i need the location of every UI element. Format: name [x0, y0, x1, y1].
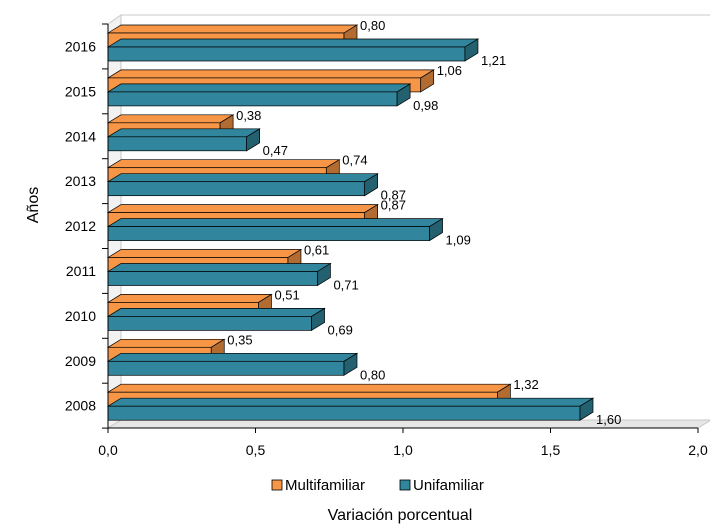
bar-unifamiliar-2013 [106, 173, 379, 197]
bar-top-face [106, 114, 235, 124]
bar-front-face [107, 405, 581, 421]
data-label-unifamiliar-2011: 0,71 [333, 278, 358, 293]
bar-top-face [106, 294, 273, 303]
data-label-unifamiliar-2014: 0,47 [263, 143, 288, 158]
bar-top-face [106, 352, 359, 362]
data-label-unifamiliar-2016: 1,21 [481, 53, 506, 68]
bar-front-face [107, 136, 247, 152]
bar-unifamiliar-2014 [106, 128, 261, 152]
legend-swatch-unifamiliar [399, 479, 411, 491]
y-tick-label-2016: 2016 [65, 38, 96, 54]
legend-label-unifamiliar: Unifamiliar [413, 477, 484, 494]
x-tick-label: 1,0 [393, 442, 413, 458]
data-label-multifamiliar-2010: 0,51 [274, 287, 299, 302]
data-label-multifamiliar-2009: 0,35 [227, 332, 252, 347]
data-label-multifamiliar-2016: 0,80 [360, 18, 385, 33]
bar-top-face [106, 83, 412, 93]
bar-unifamiliar-2015 [106, 83, 412, 107]
data-label-multifamiliar-2012: 0,87 [381, 198, 406, 213]
bar-front-face [107, 271, 318, 286]
y-tick-label-2011: 2011 [66, 263, 96, 279]
bar-side-face [396, 83, 411, 107]
legend-label-multifamiliar: Multifamiliar [285, 477, 365, 494]
x-ticks-layer: 0,0 0,5 1,0 1,5 2,0 [98, 428, 708, 458]
bar-top-face [106, 173, 379, 183]
data-label-unifamiliar-2013: 0,87 [381, 188, 406, 203]
data-label-multifamiliar-2014: 0,38 [236, 108, 261, 123]
data-label-unifamiliar-2010: 0,69 [328, 322, 353, 337]
bar-top-face [106, 263, 332, 272]
bar-unifamiliar-2010 [106, 307, 326, 332]
bar-unifamiliar-2016 [106, 38, 480, 62]
bar-top-face [106, 338, 226, 348]
bar-front-face [107, 226, 430, 241]
bar-side-face [420, 69, 435, 93]
data-label-multifamiliar-2015: 1,06 [437, 63, 462, 78]
bar-front-face [107, 181, 365, 197]
y-tick-label-2008: 2008 [65, 398, 96, 414]
bar-side-face [246, 128, 260, 152]
bar-side-face [364, 173, 378, 197]
bar-unifamiliar-2012 [106, 217, 444, 242]
y-tick-label-2014: 2014 [65, 128, 96, 144]
bar-front-face [107, 360, 345, 376]
data-labels-layer: 1,32 1,60 0,35 0,80 0,51 0,69 0,61 0,71 0,87 1,09… [227, 18, 621, 427]
bar-top-face [106, 38, 480, 48]
x-tick-label: 2,0 [688, 442, 708, 458]
y-tick-label-2015: 2015 [65, 83, 96, 99]
y-tick-label-2012: 2012 [65, 218, 96, 234]
data-label-multifamiliar-2011: 0,61 [304, 243, 329, 258]
bar-side-face [429, 217, 443, 242]
bar-front-face [107, 91, 398, 107]
bar-top-face [106, 128, 261, 138]
bar-front-face [107, 46, 466, 62]
bar-top-face [106, 383, 512, 393]
bar-top-face [106, 24, 359, 34]
bar-side-face [579, 397, 594, 421]
bar-unifamiliar-2009 [106, 352, 359, 376]
data-label-unifamiliar-2008: 1,60 [596, 412, 621, 427]
bar-side-face [317, 262, 331, 287]
data-label-multifamiliar-2008: 1,32 [513, 377, 538, 392]
data-label-multifamiliar-2013: 0,74 [342, 153, 367, 168]
y-axis-title: Años [25, 187, 42, 223]
bar-top-face [106, 308, 326, 317]
bar-side-face [343, 352, 358, 376]
x-tick-label: 1,5 [541, 442, 561, 458]
y-ticks-layer: 2008 2009 2010 2011 2012 2013 2014 2015 2016 [65, 23, 108, 429]
y-tick-label-2009: 2009 [65, 353, 96, 369]
x-tick-label: 0,5 [246, 442, 266, 458]
data-label-unifamiliar-2015: 0,98 [413, 98, 438, 113]
bar-unifamiliar-2011 [106, 262, 332, 287]
bar-top-face [106, 69, 435, 79]
bar-top-face [106, 218, 444, 227]
bar-unifamiliar-2008 [106, 397, 595, 421]
x-tick-label: 0,0 [98, 442, 118, 458]
legend-swatch-multifamiliar [271, 479, 283, 491]
bar-top-face [106, 159, 341, 169]
x-axis-title: Variación porcentual [328, 507, 473, 524]
y-tick-label-2013: 2013 [65, 173, 96, 189]
bar-side-face [311, 307, 325, 332]
bar-top-face [106, 397, 595, 407]
bar-front-face [107, 316, 312, 331]
bars-layer [106, 24, 595, 421]
legend: Multifamiliar Unifamiliar [271, 477, 484, 494]
data-label-unifamiliar-2012: 1,09 [446, 233, 471, 248]
bar-top-face [106, 204, 379, 213]
y-tick-label-2010: 2010 [65, 308, 96, 324]
data-label-unifamiliar-2009: 0,80 [360, 367, 385, 382]
bar-top-face [106, 249, 303, 258]
bar-side-face [464, 38, 479, 62]
